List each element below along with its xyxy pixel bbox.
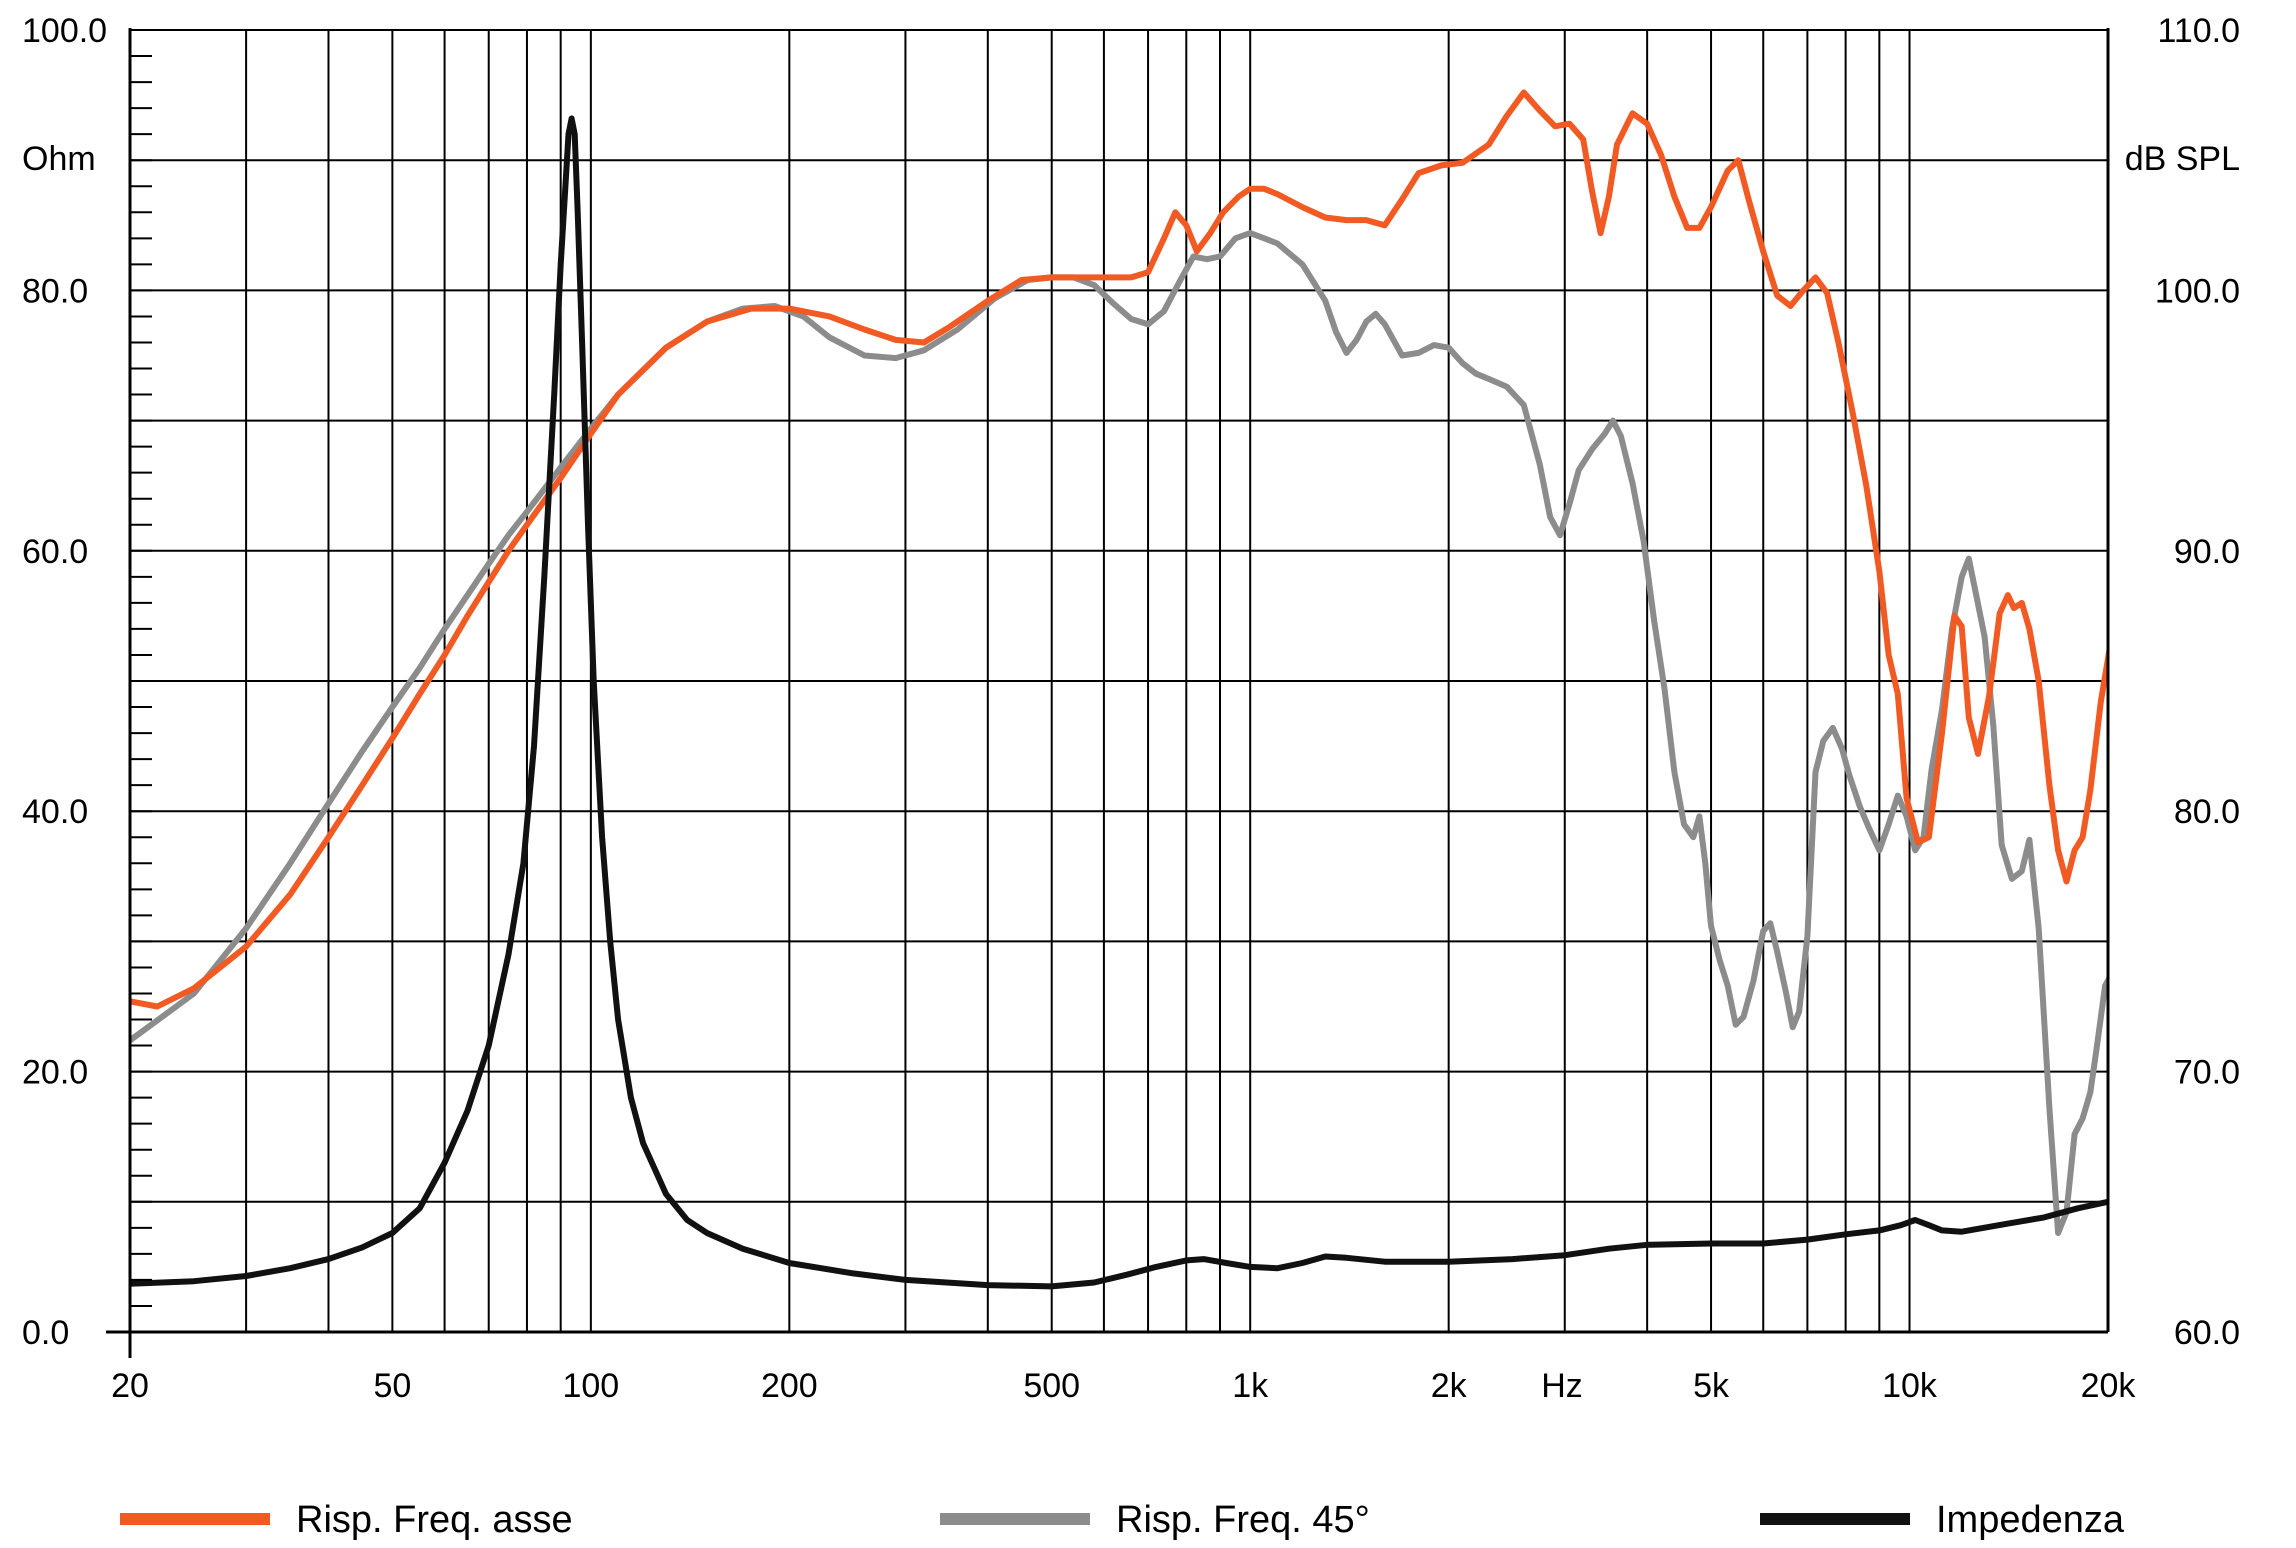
- legend-label: Impedenza: [1936, 1499, 2125, 1541]
- y-right-tick-label: 100.0: [2155, 272, 2240, 310]
- y-right-axis-label: dB SPL: [2125, 140, 2240, 178]
- x-tick-label: 20: [111, 1367, 149, 1405]
- y-left-tick-label: 0.0: [22, 1314, 69, 1352]
- x-tick-label: 100: [562, 1367, 619, 1405]
- x-tick-label: 2k: [1431, 1367, 1468, 1405]
- y-left-tick-label: 20.0: [22, 1054, 88, 1092]
- series-lines: [130, 93, 2214, 1322]
- series-line-impedance: [130, 119, 2194, 1287]
- y-right-tick-label: 90.0: [2174, 533, 2240, 571]
- y-left-tick-label: 80.0: [22, 272, 88, 310]
- y-right-tick-label: 60.0: [2174, 1314, 2240, 1352]
- x-tick-label: 1k: [1232, 1367, 1269, 1405]
- y-left-tick-label: 40.0: [22, 793, 88, 831]
- y-right-tick-label: 70.0: [2174, 1054, 2240, 1092]
- x-tick-label: 200: [761, 1367, 818, 1405]
- x-axis-label: Hz: [1541, 1367, 1583, 1405]
- legend-label: Risp. Freq. 45°: [1116, 1499, 1370, 1541]
- y-left-tick-label: 60.0: [22, 533, 88, 571]
- series-line-45deg: [130, 233, 2210, 1322]
- legend: Risp. Freq. asse Risp. Freq. 45° Impedenza: [120, 1499, 2125, 1541]
- x-tick-label: 50: [373, 1367, 411, 1405]
- y-right-tick-label: 80.0: [2174, 793, 2240, 831]
- legend-label: Risp. Freq. asse: [296, 1499, 573, 1541]
- x-tick-label: 5k: [1693, 1367, 1730, 1405]
- series-line-axis: [130, 93, 2214, 1007]
- y-left-tick-label: 100.0: [22, 12, 107, 50]
- tick-labels: 20 50 100 200 500 1k 2k 5k 10k 20k 0.0 20.0 40.0 60.0…: [22, 12, 2240, 1405]
- x-tick-label: 10k: [1882, 1367, 1938, 1405]
- y-left-axis-label: Ohm: [22, 140, 96, 178]
- x-tick-label: 500: [1023, 1367, 1080, 1405]
- y-right-tick-label: 110.0: [2157, 12, 2240, 50]
- x-tick-label: 20k: [2081, 1367, 2137, 1405]
